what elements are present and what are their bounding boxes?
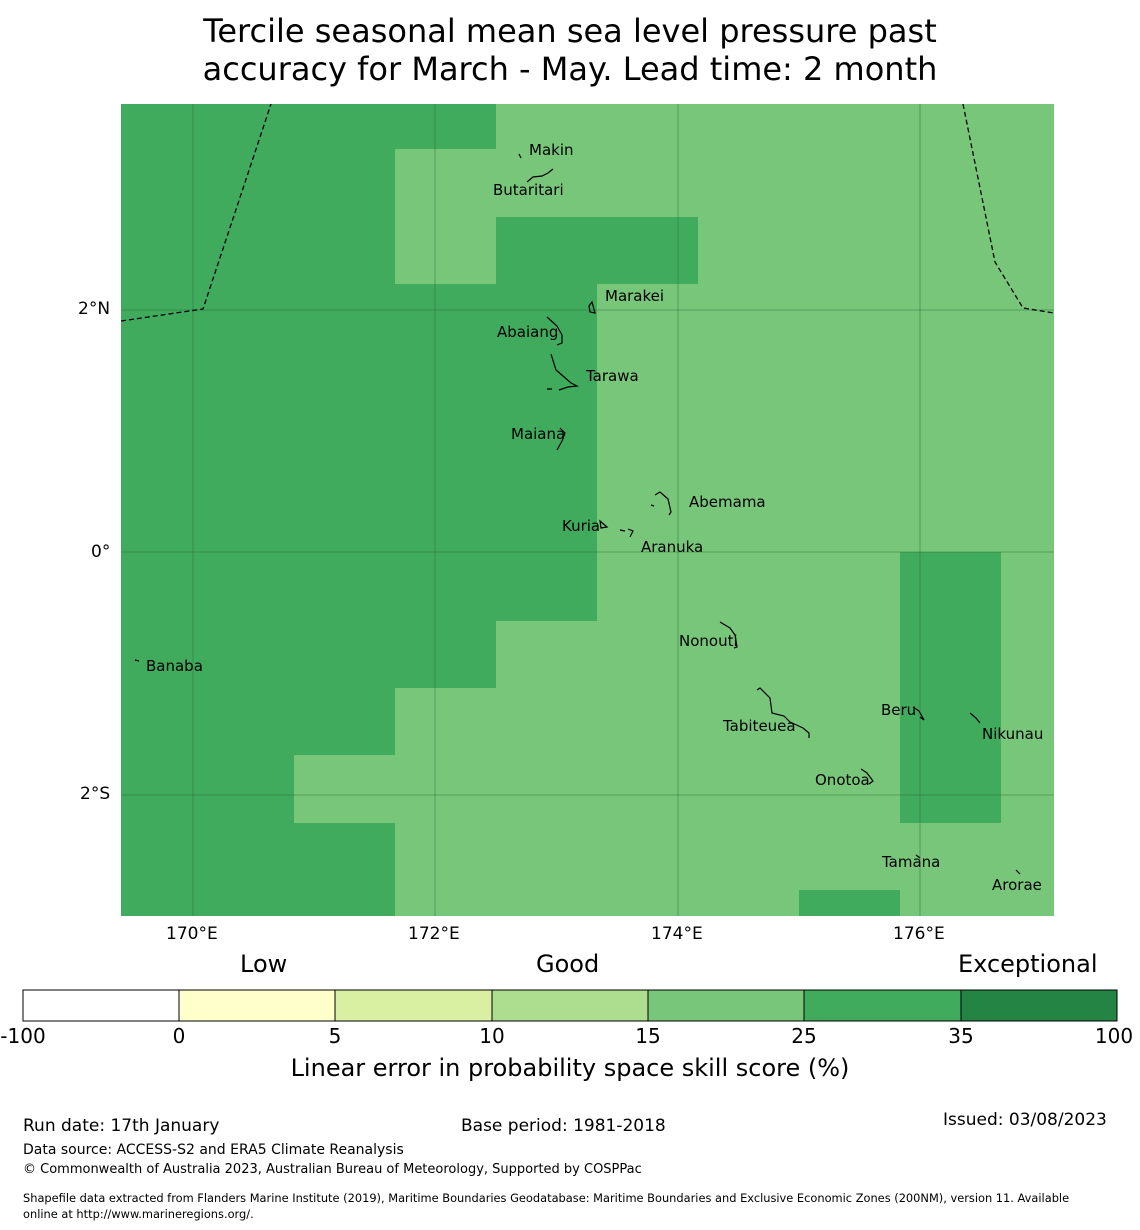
lon-tick-label: 170°E [166, 924, 218, 944]
lon-tick-label: 174°E [651, 924, 703, 944]
colorbar-segment [492, 990, 648, 1021]
island-shape-maiana [556, 427, 566, 451]
run-date: Run date: 17th January [23, 1116, 220, 1136]
island-label-tamana: Tamana [881, 853, 940, 871]
island-label-tabiteuea: Tabiteuea [722, 717, 796, 735]
island-shape-marakei [588, 300, 596, 314]
island-shape-banaba [134, 659, 140, 662]
island-shape-kuria [599, 519, 609, 529]
island-label-maiana: Maiana [511, 425, 565, 443]
island-label-marakei: Marakei [605, 287, 664, 305]
island-shape-tarawa [547, 353, 580, 391]
island-label-abemama: Abemama [689, 493, 766, 511]
lat-tick-label: 2°N [78, 299, 111, 319]
grid-region-dark [496, 217, 698, 284]
grid-region-dark [121, 621, 496, 688]
colorbar-dividers [178, 990, 962, 1021]
grid-region-dark [121, 149, 395, 284]
grid-region-dark [121, 284, 597, 621]
eez-boundaries [120, 103, 1055, 322]
chart-title: Tercile seasonal mean sea level pressure… [0, 12, 1140, 88]
grid-region-dark [121, 755, 294, 823]
island-label-tarawa: Tarawa [585, 367, 639, 385]
grid-region-dark [121, 104, 496, 149]
eez-boundary-west [120, 103, 272, 322]
colorbar-tick: 0 [172, 1024, 186, 1048]
colorbar-segment [335, 990, 492, 1021]
island-shape-makin [518, 153, 522, 159]
shapefile-credit-line-1: Shapefile data extracted from Flanders M… [23, 1191, 1070, 1205]
colorbar-segment [804, 990, 961, 1021]
colorbar-tick: 35 [948, 1024, 974, 1048]
data-source: Data source: ACCESS-S2 and ERA5 Climate … [23, 1142, 404, 1158]
colorbar-tick: 15 [635, 1024, 661, 1048]
island-shape-nikunau [969, 712, 981, 724]
island-labels: Makin Butaritari Marakei Abaiang Tarawa … [146, 141, 1043, 894]
colorbar-category-low: Low [240, 950, 288, 978]
copyright: © Commonwealth of Australia 2023, Austra… [23, 1162, 642, 1177]
island-shape-onotoa [860, 768, 874, 785]
island-label-nonouti: Nonouti [679, 632, 738, 650]
island-label-nikunau: Nikunau [982, 725, 1043, 743]
lat-tick-label: 0° [91, 542, 111, 562]
skill-grid [121, 104, 1054, 916]
island-label-onotoa: Onotoa [815, 771, 870, 789]
colorbar-tick: 100 [1094, 1024, 1134, 1048]
island-label-beru: Beru [881, 701, 916, 719]
island-outlines [134, 153, 1021, 875]
lat-tick-label: 2°S [80, 784, 111, 804]
base-period: Base period: 1981-2018 [461, 1116, 666, 1136]
island-shape-beru [912, 706, 925, 721]
colorbar-segment [648, 990, 804, 1021]
island-shape-abaiang [546, 316, 563, 346]
island-shape-aranuka [619, 528, 634, 538]
island-shape-tabiteuea [756, 687, 810, 738]
colorbar-segment [961, 990, 1117, 1021]
colorbar-category-good: Good [536, 950, 600, 978]
colorbar-tick: 5 [328, 1024, 342, 1048]
colorbar-segment [23, 990, 179, 1021]
island-shape-nonouti [719, 621, 738, 649]
lon-tick-label: 176°E [893, 924, 945, 944]
grid-region-dark [799, 890, 900, 916]
shapefile-credit-line-2: online at http://www.marineregions.org/. [23, 1207, 254, 1221]
grid-region-dark [121, 688, 395, 755]
island-label-abaiang: Abaiang [497, 323, 558, 341]
colorbar [22, 989, 1118, 1022]
island-label-kuria: Kuria [562, 517, 600, 535]
island-label-butaritari: Butaritari [493, 181, 564, 199]
colorbar-category-exceptional: Exceptional [958, 950, 1098, 978]
title-line-2: accuracy for March - May. Lead time: 2 m… [202, 50, 938, 88]
title-line-1: Tercile seasonal mean sea level pressure… [203, 12, 937, 50]
lon-tick-label: 172°E [408, 924, 460, 944]
colorbar-tick: 25 [791, 1024, 817, 1048]
grid-region-dark [121, 823, 395, 916]
island-shape-butaritari [526, 168, 554, 183]
island-shape-tamana [915, 854, 921, 859]
island-shape-arorae [1015, 869, 1021, 875]
island-label-arorae: Arorae [992, 876, 1042, 894]
island-shape-abemama [650, 491, 672, 516]
grid-region-dark [900, 552, 1001, 823]
colorbar-frame [22, 989, 1118, 1022]
colorbar-tick: 10 [479, 1024, 505, 1048]
island-label-banaba: Banaba [146, 657, 203, 675]
island-label-aranuka: Aranuka [641, 538, 703, 556]
colorbar-label: Linear error in probability space skill … [290, 1054, 850, 1082]
gridlines [121, 104, 1054, 916]
colorbar-tick: -100 [0, 1024, 46, 1048]
eez-boundary-east [962, 103, 1055, 314]
island-label-makin: Makin [529, 141, 574, 159]
colorbar-segment [179, 990, 335, 1021]
issued-date: Issued: 03/08/2023 [943, 1110, 1107, 1130]
